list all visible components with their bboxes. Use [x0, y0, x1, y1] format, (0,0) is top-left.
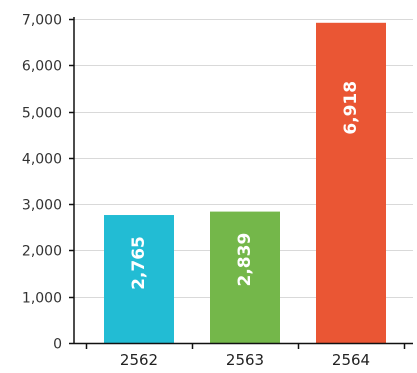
bar-value-label: 6,918: [341, 81, 361, 135]
y-axis-tick-label: 1,000: [22, 291, 62, 307]
bar-value-label: 2,765: [129, 236, 149, 290]
y-axis-tick-label: 6,000: [22, 59, 62, 75]
axes: [69, 17, 413, 349]
bars: [104, 22, 386, 343]
bar-value-label: 2,839: [235, 233, 255, 287]
y-axis-tick-label: 5,000: [22, 106, 62, 122]
y-axis-tick-label: 7,000: [22, 13, 62, 29]
y-axis-tick-label: 4,000: [22, 152, 62, 168]
bar: [316, 22, 386, 343]
y-axis-tick-labels: 0 1,000 2,000 3,000 4,000 5,000 6,000 7,000: [22, 13, 62, 353]
x-axis-tick-label: 2562: [120, 351, 158, 369]
y-axis-tick-label: 0: [53, 337, 62, 353]
x-axis-tick-labels: 2562 2563 2564: [120, 351, 370, 369]
x-axis-tick-label: 2564: [332, 351, 370, 369]
bar-value-labels: 2,765 2,839 6,918: [129, 81, 361, 290]
bar: [104, 215, 174, 343]
y-axis-tick-label: 3,000: [22, 198, 62, 214]
bar: [210, 211, 280, 343]
x-axis-tick-label: 2563: [226, 351, 264, 369]
y-axis-tick-label: 2,000: [22, 244, 62, 260]
